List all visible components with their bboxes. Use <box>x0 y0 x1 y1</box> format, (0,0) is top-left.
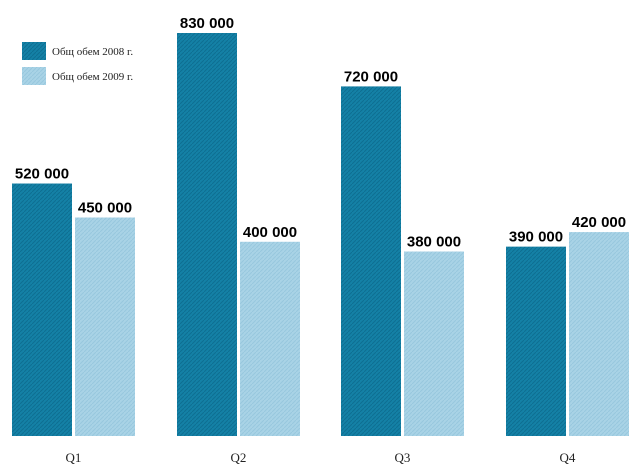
legend-label-2008: Общ обем 2008 г. <box>52 46 133 58</box>
value-label-q1-2008: 520 000 <box>15 166 69 183</box>
category-label-q1: Q1 <box>66 450 82 465</box>
legend-item-2008: Общ обем 2008 г. <box>22 42 133 60</box>
value-label-q4-2009: 420 000 <box>572 214 626 231</box>
bars-series-2009 <box>75 217 629 436</box>
plot-area: 520 000 450 000 830 000 400 000 720 000 380 0… <box>12 15 629 465</box>
category-axis: Q1 Q2 Q3 Q4 <box>66 450 576 465</box>
bar-q3-2008 <box>341 86 401 436</box>
value-label-q4-2008: 390 000 <box>509 229 563 246</box>
bar-q1-2009 <box>75 217 135 436</box>
value-label-q2-2008: 830 000 <box>180 15 234 32</box>
legend-swatch-2009 <box>22 67 46 85</box>
legend-item-2009: Общ обем 2009 г. <box>22 67 133 85</box>
bar-q1-2008 <box>12 183 72 436</box>
category-label-q2: Q2 <box>231 450 247 465</box>
legend-label-2009: Общ обем 2009 г. <box>52 71 133 83</box>
value-label-q1-2009: 450 000 <box>78 200 132 217</box>
bar-q3-2009 <box>404 251 464 436</box>
bar-q2-2008 <box>177 33 237 436</box>
legend: Общ обем 2008 г. Общ обем 2009 г. <box>22 42 133 85</box>
category-label-q4: Q4 <box>560 450 576 465</box>
value-label-q3-2009: 380 000 <box>407 233 461 250</box>
category-label-q3: Q3 <box>395 450 411 465</box>
bar-q4-2009 <box>569 232 629 436</box>
bars-series-2008 <box>12 33 566 436</box>
value-label-q3-2008: 720 000 <box>344 68 398 85</box>
value-label-q2-2009: 400 000 <box>243 224 297 241</box>
bar-q2-2009 <box>240 241 300 436</box>
value-labels: 520 000 450 000 830 000 400 000 720 000 380 0… <box>15 15 626 250</box>
legend-swatch-2008 <box>22 42 46 60</box>
bar-q4-2008 <box>506 246 566 436</box>
